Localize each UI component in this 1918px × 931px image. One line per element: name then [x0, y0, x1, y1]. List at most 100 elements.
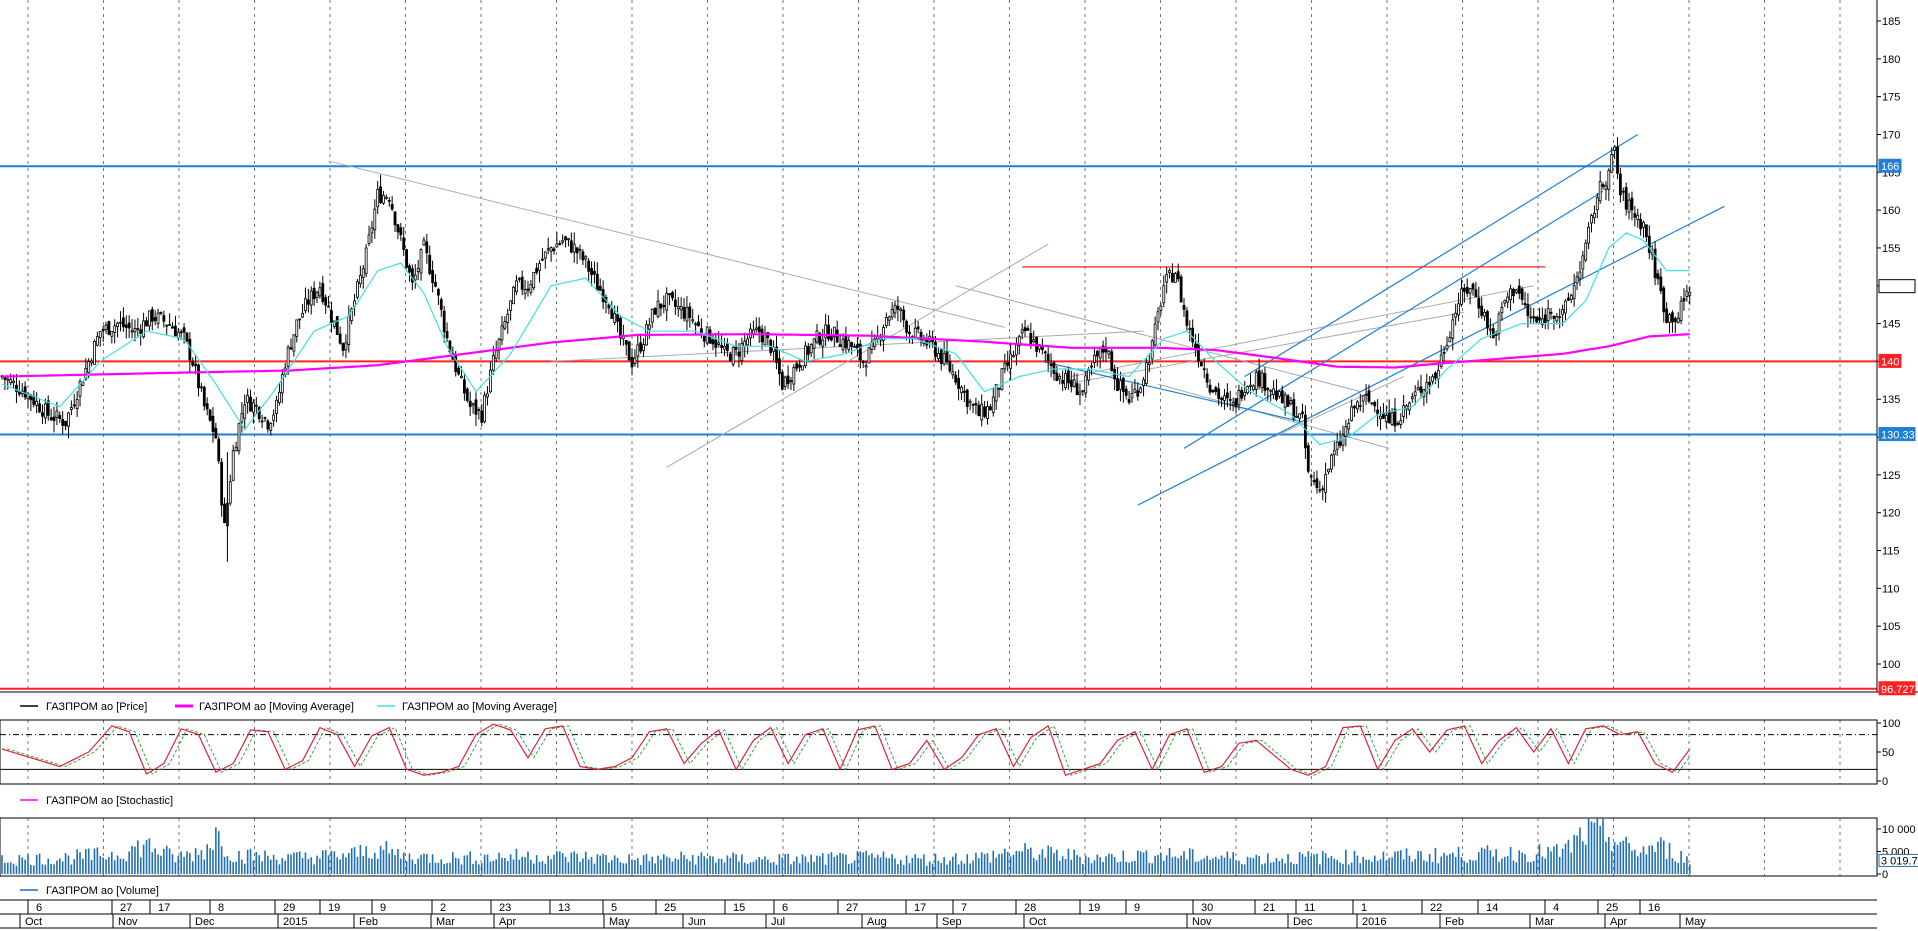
volume-bar	[102, 857, 104, 874]
volume-bar	[899, 860, 902, 874]
date-day-label: 14	[1486, 902, 1498, 914]
volume-bar	[847, 864, 850, 874]
candle-body	[1558, 315, 1562, 318]
volume-bar	[506, 861, 509, 874]
date-day-label: 19	[328, 902, 340, 914]
candle-body	[269, 422, 273, 431]
volume-bar	[82, 858, 84, 874]
volume-bar	[1599, 825, 1601, 874]
candle-body	[139, 329, 143, 334]
volume-bar	[394, 855, 396, 874]
level-badges: 166 140 130.33 96.727 149.88	[1878, 158, 1916, 696]
candle-body	[1000, 368, 1004, 391]
volume-bar	[12, 863, 15, 874]
level-badge-label: 96.727	[1881, 684, 1915, 696]
date-day-label: 17	[158, 902, 170, 914]
volume-bar	[1038, 854, 1041, 874]
volume-bar	[1333, 858, 1336, 874]
volume-bar	[371, 858, 373, 874]
volume-bar	[249, 848, 252, 874]
candle-body	[356, 281, 359, 298]
date-month-label: Mar	[1535, 916, 1554, 928]
volume-bar	[1186, 859, 1188, 874]
volume-bar	[116, 855, 119, 874]
candle-body	[471, 403, 475, 406]
volume-bar	[584, 851, 587, 874]
date-day-label: 25	[664, 902, 676, 914]
date-day-label: 28	[1024, 902, 1036, 914]
candle-body	[358, 274, 362, 285]
candle-body	[512, 286, 515, 305]
volume-bar	[1197, 861, 1200, 874]
candle-body	[185, 332, 189, 342]
volume-bar	[816, 855, 818, 874]
volume-bar	[1688, 864, 1691, 874]
candle-body	[1630, 197, 1634, 211]
candle-body	[688, 306, 692, 319]
volume-bar	[1015, 850, 1018, 874]
candle-body	[15, 384, 18, 392]
volume-bar	[267, 855, 269, 874]
candle-body	[1647, 235, 1651, 253]
volume-bar	[252, 860, 255, 874]
volume-bar	[1477, 852, 1480, 874]
volume-bar	[388, 853, 391, 874]
volume-bar	[1336, 860, 1338, 874]
volume-bar	[414, 863, 417, 874]
candle-body	[101, 328, 105, 332]
volume-bar	[171, 854, 174, 874]
candle-body	[743, 340, 747, 347]
candle-body	[856, 344, 859, 349]
price-panel: 1001051101151201251301351401451501551601…	[0, 0, 1918, 696]
price-tick-label: 185	[1882, 16, 1900, 28]
volume-bar	[1035, 860, 1038, 874]
candle-body	[1026, 328, 1030, 331]
volume-bar	[397, 849, 399, 874]
candle-body	[387, 199, 391, 202]
candle-body	[1249, 384, 1252, 387]
volume-bar	[657, 855, 659, 874]
volume-bar	[348, 853, 350, 874]
volume-bar	[879, 857, 882, 874]
candle-body	[425, 241, 429, 254]
volume-bar	[986, 853, 989, 874]
candle-body	[1315, 478, 1319, 489]
candle-body	[1656, 273, 1660, 280]
candle-body	[1512, 288, 1515, 297]
volume-bar	[47, 858, 50, 874]
volume-bar	[960, 860, 963, 874]
volume-bar	[125, 861, 128, 874]
volume-bar	[1631, 850, 1633, 874]
candle-body	[1685, 290, 1689, 297]
candle-body	[824, 324, 828, 339]
candle-body	[370, 227, 374, 234]
candle-body	[1621, 190, 1625, 193]
price-axis: 1001051101151201251301351401451501551601…	[0, 0, 1918, 693]
volume-bar	[654, 863, 656, 874]
volume-bar	[469, 851, 471, 874]
candle-body	[948, 361, 952, 372]
volume-bar	[1206, 855, 1208, 874]
volume-bar	[639, 865, 642, 874]
stochastic-line	[1, 723, 1691, 776]
candle-body	[1676, 317, 1680, 324]
volume-bar	[1504, 856, 1506, 874]
candle-body	[1093, 354, 1096, 363]
volume-bar	[157, 854, 159, 874]
candle-body	[405, 249, 409, 268]
candle-body	[1442, 351, 1446, 354]
candle-body	[1223, 395, 1226, 401]
volume-bar	[489, 861, 492, 874]
candle-body	[1491, 328, 1495, 339]
level-badge-label: 149.88	[1881, 282, 1915, 294]
volume-bar	[772, 861, 775, 874]
volume-bar	[1486, 845, 1489, 874]
volume-bar	[1027, 849, 1029, 874]
volume-bar	[1215, 856, 1217, 874]
volume-bar	[862, 852, 865, 874]
volume-bar	[1139, 851, 1142, 874]
volume-bar	[1047, 845, 1049, 874]
volume-bar	[897, 864, 899, 874]
price-tick-label: 180	[1882, 54, 1900, 66]
candle-body	[1188, 327, 1192, 330]
